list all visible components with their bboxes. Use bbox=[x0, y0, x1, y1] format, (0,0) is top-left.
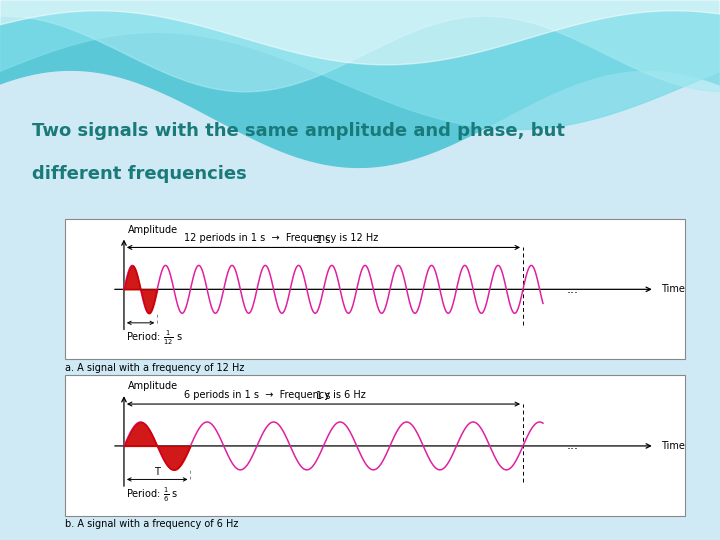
Text: Time: Time bbox=[661, 285, 685, 294]
Text: 6 periods in 1 s  →  Frequency is 6 Hz: 6 periods in 1 s → Frequency is 6 Hz bbox=[184, 390, 366, 400]
Text: Amplitude: Amplitude bbox=[128, 381, 178, 391]
Text: b. A signal with a frequency of 6 Hz: b. A signal with a frequency of 6 Hz bbox=[65, 519, 238, 530]
Text: Two signals with the same amplitude and phase, but: Two signals with the same amplitude and … bbox=[32, 122, 565, 139]
Text: Amplitude: Amplitude bbox=[128, 225, 178, 235]
Text: 1 s: 1 s bbox=[316, 391, 330, 401]
FancyBboxPatch shape bbox=[65, 219, 685, 359]
Text: Time: Time bbox=[661, 441, 685, 451]
Text: 12 periods in 1 s  →  Frequency is 12 Hz: 12 periods in 1 s → Frequency is 12 Hz bbox=[184, 233, 378, 243]
Text: different frequencies: different frequencies bbox=[32, 165, 247, 183]
FancyBboxPatch shape bbox=[65, 375, 685, 516]
Text: 1 s: 1 s bbox=[316, 234, 330, 245]
Text: ...: ... bbox=[567, 440, 579, 453]
Text: Period: $\frac{1}{12}$ s: Period: $\frac{1}{12}$ s bbox=[126, 329, 183, 347]
Text: Period: $\frac{1}{6}$ s: Period: $\frac{1}{6}$ s bbox=[126, 485, 179, 504]
Text: T: T bbox=[154, 467, 160, 477]
Text: a. A signal with a frequency of 12 Hz: a. A signal with a frequency of 12 Hz bbox=[65, 363, 244, 373]
Text: ...: ... bbox=[567, 283, 579, 296]
